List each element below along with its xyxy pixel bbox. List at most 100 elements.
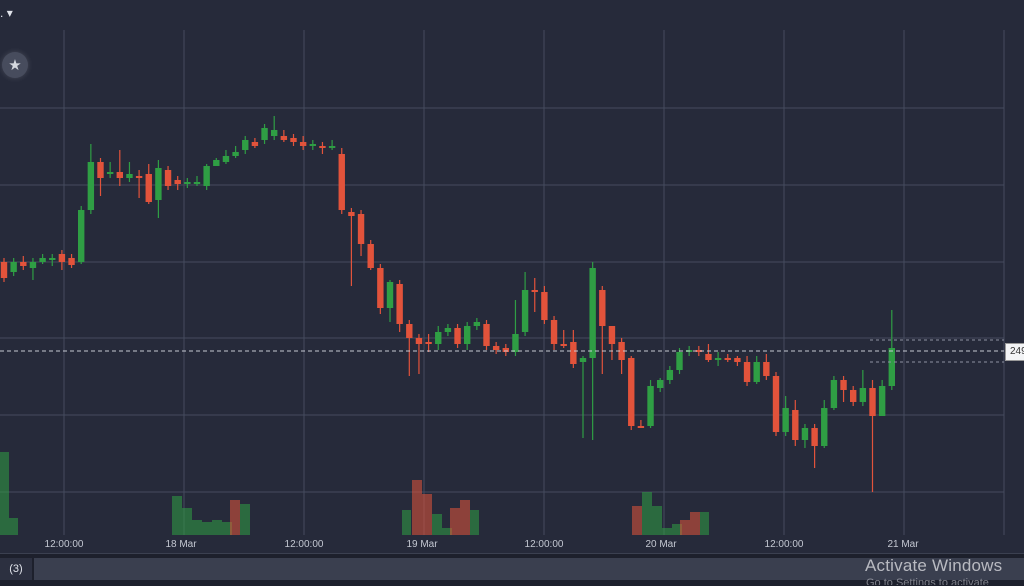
volume-bar (460, 500, 470, 535)
candle-body (425, 342, 432, 344)
candle-body (618, 342, 625, 360)
volume-bar (240, 504, 250, 535)
volume-bar (212, 520, 222, 535)
candle-body (444, 328, 452, 332)
candle-body (782, 408, 789, 432)
bottom-scroll-strip[interactable] (34, 558, 1024, 580)
x-tick-label: 21 Mar (887, 539, 919, 550)
volume-bar (402, 510, 411, 535)
candle-body (492, 346, 500, 350)
candle-body (599, 290, 606, 326)
candle-body (666, 370, 674, 380)
candle-body (531, 290, 538, 292)
volume-bar (222, 522, 232, 535)
x-tick-label: 18 Mar (165, 539, 197, 550)
candle-body (560, 344, 567, 346)
volume-bar (9, 518, 18, 535)
candle-body (637, 426, 645, 428)
candle-body (676, 352, 683, 370)
candle-body (328, 146, 336, 148)
candle-body (724, 358, 731, 360)
candle-body (242, 140, 249, 150)
candle-body (888, 348, 895, 386)
asset-dropdown[interactable]: . ▾ (0, 6, 13, 20)
candle-body (570, 342, 577, 364)
candle-body (512, 334, 519, 352)
candle-body (367, 244, 374, 268)
candle-body (473, 322, 481, 326)
candle-body (271, 130, 278, 136)
candle-body (792, 410, 799, 440)
candle-body (878, 386, 886, 416)
candle-body (695, 350, 702, 352)
candlestick-chart[interactable]: 12:00:00 18 Mar 12:00:00 19 Mar 12:00:00 20 M… (0, 0, 1024, 553)
candle-body (850, 390, 857, 402)
candle-body (406, 324, 413, 338)
candle-body (435, 332, 442, 344)
volume-bar (172, 496, 182, 535)
candle-body (213, 160, 220, 166)
x-tick-label: 12:00:00 (45, 539, 84, 550)
volume-bar (700, 512, 709, 535)
candle-body (859, 388, 867, 402)
bottom-tab-count[interactable]: (3) (0, 558, 32, 580)
volume-bar (632, 506, 642, 535)
candle-body (49, 258, 56, 260)
candle-body (126, 174, 133, 178)
candle-body (464, 326, 471, 344)
bottom-panel: (3) (0, 553, 1024, 586)
candle-body (232, 152, 239, 156)
candle-body (348, 212, 355, 216)
candle-body (743, 362, 751, 382)
volume-bar (652, 506, 662, 535)
candle-body (772, 376, 780, 432)
candle-body (29, 262, 37, 268)
candle-body (386, 282, 394, 308)
candle-body (184, 182, 191, 184)
volume-bar (432, 514, 442, 535)
candle-body (821, 408, 828, 446)
favorite-button[interactable]: ★ (2, 52, 28, 78)
volume-bar (450, 508, 460, 535)
current-price-label: 249 (1005, 343, 1024, 361)
candle-body (377, 268, 384, 308)
x-tick-label: 19 Mar (406, 539, 438, 550)
candle-body (145, 174, 152, 202)
watermark-subtitle: Go to Settings to activate Windows. (866, 577, 989, 585)
candle-body (705, 354, 712, 360)
star-icon: ★ (8, 57, 22, 74)
candle-body (357, 214, 365, 244)
chevron-down-icon: ▾ (6, 6, 13, 20)
x-tick-label: 12:00:00 (525, 539, 564, 550)
candle-body (193, 182, 201, 184)
candle-body (396, 284, 403, 324)
chart-area[interactable]: 12:00:00 18 Mar 12:00:00 19 Mar 12:00:00 20 M… (0, 0, 1024, 553)
candle-body (174, 180, 181, 184)
candle-body (20, 262, 27, 266)
volume-bar (230, 500, 240, 535)
volume-bar (412, 480, 422, 535)
candle-body (338, 154, 345, 210)
volume-bar (0, 452, 9, 535)
candle-body (155, 168, 162, 200)
candle-body (579, 358, 587, 362)
volume-bar (690, 512, 700, 535)
candle-body (734, 358, 741, 362)
candle-body (261, 128, 268, 140)
x-tick-label: 20 Mar (645, 539, 677, 550)
candle-body (280, 136, 288, 140)
candle-body (830, 380, 838, 408)
candle-body (589, 268, 596, 358)
candle-body (116, 172, 123, 178)
candle-body (251, 142, 259, 146)
candle-body (58, 254, 66, 262)
candle-body (753, 362, 760, 382)
x-tick-label: 12:00:00 (285, 539, 324, 550)
candle-body (299, 142, 307, 146)
asset-label: . (0, 6, 4, 20)
volume-bar (202, 522, 212, 535)
candle-body (97, 162, 104, 178)
volume-bar (182, 508, 192, 535)
candle-body (10, 262, 17, 272)
candle-body (78, 210, 85, 262)
